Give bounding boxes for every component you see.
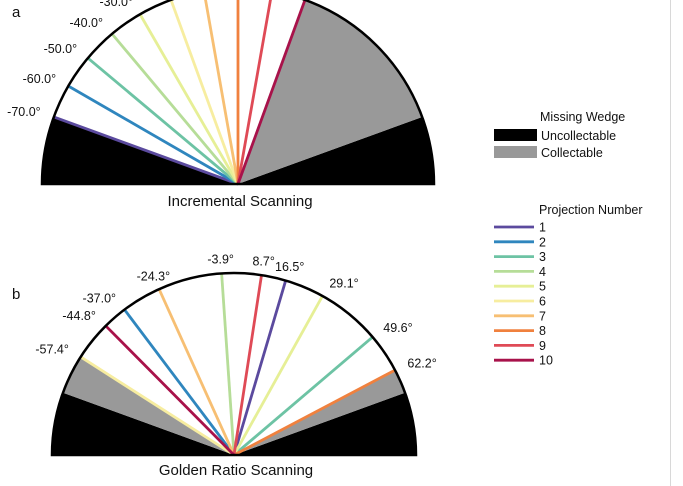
legend-label-collectable: Collectable [541, 146, 603, 160]
legend-projection-label-8: 8 [539, 324, 546, 338]
angle-label-7: -24.3° [137, 269, 171, 283]
projection-line-9 [236, 0, 272, 185]
panel-divider-line [670, 0, 671, 486]
angle-label-2: -37.0° [83, 291, 117, 305]
panel-a-angle-labels: -70.0°-60.0°-50.0°-40.0°-30.0°-20.0°-10.… [7, 0, 134, 119]
legend-projection-label-6: 6 [539, 295, 546, 309]
panel-a-semicircle-outline [40, 0, 436, 186]
panel-a-title: Incremental Scanning [167, 193, 312, 210]
projection-line-4 [111, 33, 240, 185]
legend-swatch-uncollectable [494, 129, 537, 141]
legend-wedge-title: Missing Wedge [540, 110, 625, 124]
angle-label-4: -40.0° [70, 16, 104, 30]
projection-line-9 [232, 275, 263, 456]
projection-line-2 [68, 85, 239, 186]
projection-line-1 [54, 115, 239, 186]
projection-line-10 [236, 0, 307, 185]
legend-projection-label-1: 1 [539, 221, 546, 235]
projection-line-1 [232, 281, 287, 456]
uncollectable-wedge-right [234, 392, 416, 455]
legend-projection-label-5: 5 [539, 280, 546, 294]
angle-label-3: -50.0° [44, 42, 78, 56]
angle-label-4: -3.9° [207, 252, 234, 266]
angle-label-3: 49.6° [383, 321, 412, 335]
projection-line-4 [220, 274, 236, 456]
legend-projection-label-2: 2 [539, 235, 546, 249]
angle-label-2: -60.0° [23, 72, 57, 86]
projection-line-8 [233, 369, 395, 457]
panel-golden-ratio: b 16.5° -37.0° 49.6° -3.9° 29.1° -57.4° -24.3°… [12, 252, 437, 479]
projection-line-5 [232, 296, 324, 456]
angle-label-8: 62.2° [407, 357, 436, 371]
panel-b-semicircle-outline [50, 271, 418, 457]
panel-label-b: b [12, 286, 20, 303]
panel-a-projection-lines [54, 0, 307, 186]
projection-line-10 [105, 325, 235, 456]
panel-b-projection-lines [80, 274, 395, 457]
panel-label-a: a [12, 4, 21, 21]
legend-projection-title: Projection Number [539, 203, 643, 217]
projection-line-7 [158, 289, 236, 456]
legend-projection-label-7: 7 [539, 309, 546, 323]
legend-swatch-collectable [494, 146, 537, 158]
projection-line-3 [233, 336, 373, 457]
angle-label-5: -30.0° [100, 0, 134, 9]
panel-b-title: Golden Ratio Scanning [159, 462, 313, 479]
angle-label-1: 16.5° [275, 260, 304, 274]
angle-label-1: -70.0° [7, 105, 41, 119]
collectable-wedge-left [62, 356, 235, 455]
panel-b-angle-labels: 16.5° -37.0° 49.6° -3.9° 29.1° -57.4° -24.3° 62… [35, 252, 436, 370]
projection-line-3 [87, 57, 239, 186]
angle-label-6: -57.4° [35, 342, 69, 356]
projection-line-7 [204, 0, 240, 185]
projection-line-6 [80, 356, 235, 457]
angle-label-10: -44.8° [62, 309, 96, 323]
panel-incremental: a -70.0°-60.0°-50.0°-40.0°-30.0°-20.0°-1… [7, 0, 436, 210]
uncollectable-wedge-left [52, 392, 234, 455]
angle-label-5: 29.1° [329, 277, 358, 291]
projection-line-6 [169, 0, 240, 185]
legend-projection-label-10: 10 [539, 354, 553, 368]
projection-line-2 [123, 309, 236, 456]
legend-projection-label-4: 4 [539, 265, 546, 279]
angle-label-9: 8.7° [252, 254, 274, 268]
projection-line-5 [139, 14, 240, 185]
legend-label-uncollectable: Uncollectable [541, 129, 616, 143]
legend-missing-wedge: Missing Wedge Uncollectable Collectable [494, 110, 625, 160]
legend-projection-label-9: 9 [539, 339, 546, 353]
legend-projection-label-3: 3 [539, 250, 546, 264]
uncollectable-wedge-right [238, 116, 434, 184]
